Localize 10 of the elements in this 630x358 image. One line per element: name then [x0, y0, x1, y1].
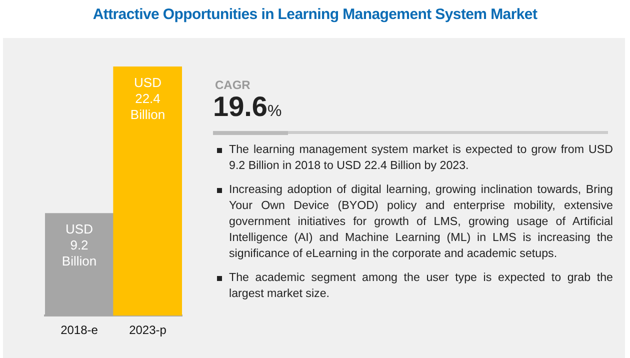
- data-label: USD 9.2 Billion: [62, 222, 97, 269]
- text: The academic segment among the user type is expected to grab the largest market size.: [228, 270, 613, 302]
- text: The learning management system market is expected to grow from USD 9.2 Billion in 2018 to USD 22.4 Billion by 2023.: [228, 142, 613, 174]
- x-tick-label: 2018-e: [60, 323, 98, 338]
- text: Attractive Opportunities in Learning Management System Market: [92, 6, 538, 23]
- text: CAGR: [215, 78, 252, 92]
- text: Increasing adoption of digital learning, growing inclination towards, Bring Your Own Device (BYOD) policy and enterprise mobility, extensive government initiatives for growth of LMS, growing usage of Artificial Intelligence (AI) and Machine Learning (ML) in LMS is increasing the significance of eLearning in the corporate and academic setups.: [228, 182, 613, 262]
- data-label: USD 22.4 Billion: [130, 74, 166, 122]
- x-tick-label: 2023-p: [129, 323, 167, 338]
- text: 19.6%: [213, 91, 283, 124]
